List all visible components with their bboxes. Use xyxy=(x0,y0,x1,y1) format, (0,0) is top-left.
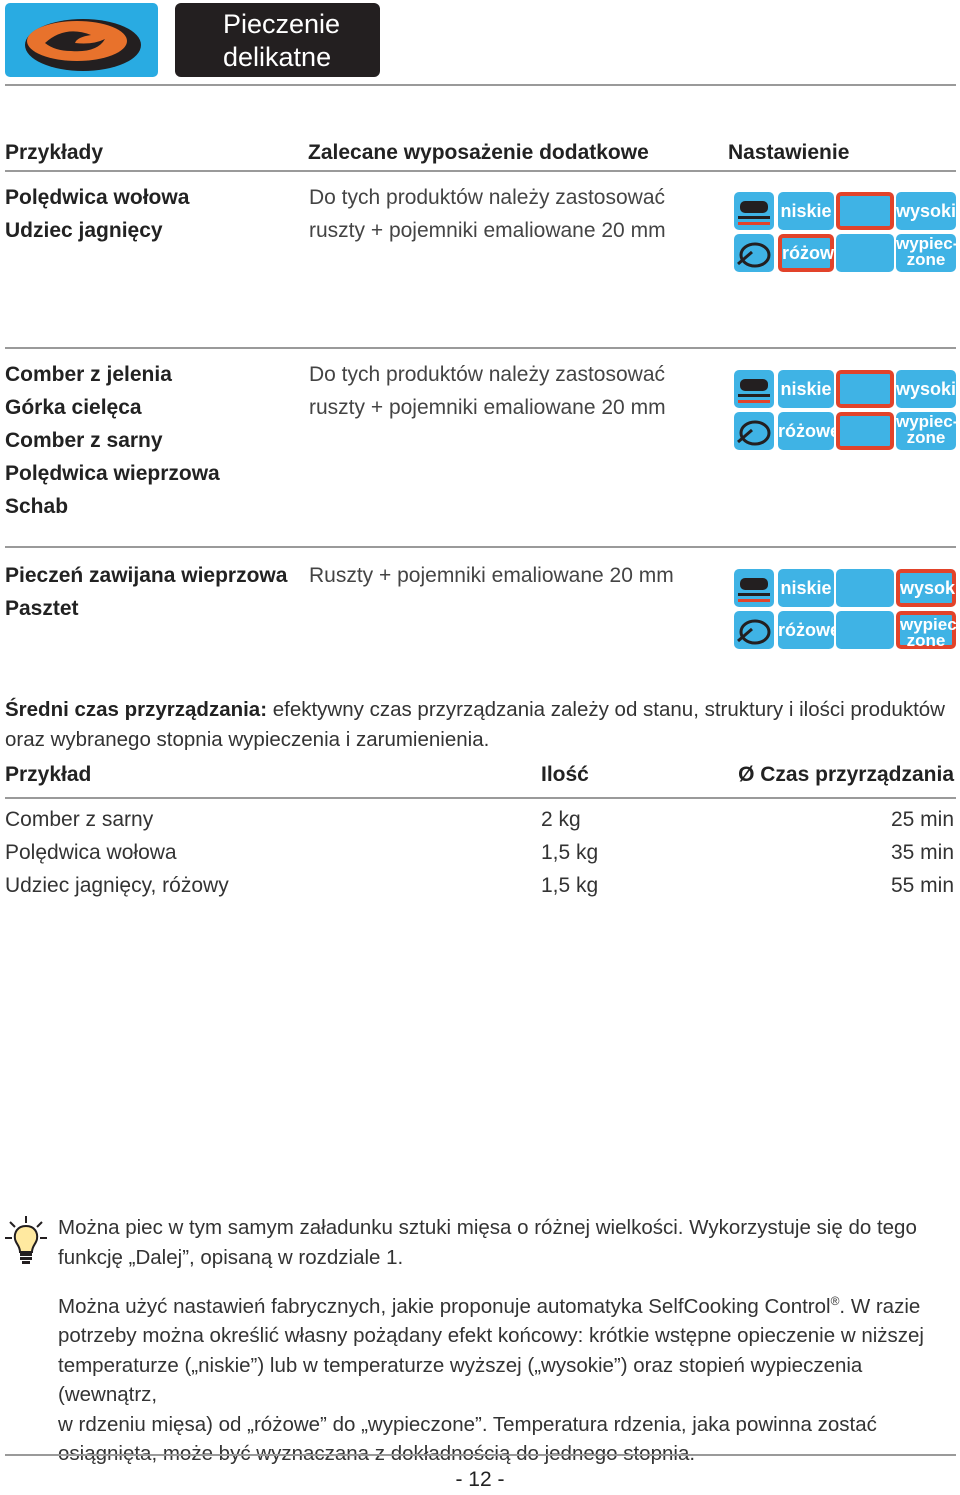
temp-low-cell: niskie xyxy=(778,192,834,230)
table-cell: 55 min xyxy=(890,874,954,897)
tip-line: Można piec w tym samym załadunku sztuki … xyxy=(58,1216,917,1239)
accessory-line: Do tych produktów należy zastosować xyxy=(309,186,666,209)
doneness-mid-cell xyxy=(836,234,894,272)
product-name: Polędwica wieprzowa xyxy=(5,462,220,485)
table-cell: Polędwica wołowa xyxy=(5,841,177,864)
table-cell: Udziec jagnięcy, różowy xyxy=(5,874,229,897)
note-line: w rdzeniu mięsa) od „różowe” do „wypiecz… xyxy=(58,1412,877,1436)
product-name: Pasztet xyxy=(5,597,79,620)
note-line: potrzeby można określić własny pożądany … xyxy=(58,1324,924,1348)
avg-time-paragraph: Średni czas przyrządzania: efektywny cza… xyxy=(5,695,955,755)
avg-time-text: efektywny czas przyrządzania zależy od s… xyxy=(267,698,945,721)
avg-time-text: oraz wybranego stopnia wypieczenia i zar… xyxy=(5,728,490,751)
temp-mid-cell xyxy=(836,569,894,607)
lightbulb-icon xyxy=(4,1214,48,1266)
oven-tray-icon xyxy=(734,192,774,230)
divider xyxy=(5,170,956,172)
divider xyxy=(5,546,956,548)
temp-high-cell: wysokie xyxy=(896,192,960,230)
product-name: Polędwica wołowa xyxy=(5,186,190,209)
accessory-line: ruszty + pojemniki emaliowane 20 mm xyxy=(309,396,666,419)
doneness-pink-cell: różowe xyxy=(778,412,840,450)
doneness-mid-cell xyxy=(836,611,894,649)
doneness-welldone-cell: wypiec-zone xyxy=(896,412,958,450)
note-line: Można użyć nastawień fabrycznych, jakie … xyxy=(58,1294,921,1318)
temp-high-cell: wysokie xyxy=(896,370,960,408)
note-line: osiągnięta, może być wyznaczana z dokład… xyxy=(58,1442,696,1466)
temp-mid-cell xyxy=(836,192,894,230)
oven-tray-icon xyxy=(734,370,774,408)
tip-line: funkcję „Dalej”, opisaną w rozdziale 1. xyxy=(58,1245,404,1269)
core-probe-icon xyxy=(734,234,774,272)
table-header-example: Przykład xyxy=(5,763,92,786)
table-header-amount: Ilość xyxy=(541,763,589,786)
setting-panel: niskie wysokie różowe wypiec-zone xyxy=(734,370,960,452)
setting-panel: niskie wysokie różowe wypiec-zone xyxy=(734,569,960,651)
temp-low-cell: niskie xyxy=(778,370,834,408)
divider xyxy=(5,1454,956,1456)
col-header-setting: Nastawienie xyxy=(728,141,850,164)
divider xyxy=(5,347,956,349)
table-header-time: Ø Czas przyrządzania xyxy=(738,763,954,786)
table-cell: 25 min xyxy=(890,808,954,831)
divider xyxy=(5,84,956,86)
row-products: Pieczeń zawijana wieprzowa Pasztet xyxy=(5,559,287,625)
temp-low-cell: niskie xyxy=(778,569,834,607)
divider xyxy=(5,797,956,799)
core-probe-icon xyxy=(734,412,774,450)
product-name: Pieczeń zawijana wieprzowa xyxy=(5,564,288,587)
row-accessories: Do tych produktów należy zastosować rusz… xyxy=(309,181,666,247)
accessory-line: Do tych produktów należy zastosować xyxy=(309,363,666,386)
table-cell: 1,5 kg xyxy=(541,874,599,897)
table-cell: 1,5 kg xyxy=(541,841,599,864)
oven-tray-icon xyxy=(734,569,774,607)
table-cell: 35 min xyxy=(890,841,954,864)
note-text: Można użyć nastawień fabrycznych, jakie … xyxy=(58,1287,953,1469)
product-name: Górka cielęca xyxy=(5,396,142,419)
row-products: Comber z jelenia Górka cielęca Comber z … xyxy=(5,358,220,523)
doneness-mid-cell xyxy=(836,412,894,450)
doneness-pink-cell: różowe xyxy=(778,611,840,649)
product-name: Comber z jelenia xyxy=(5,363,172,386)
temp-high-cell: wysokie xyxy=(896,569,960,607)
doneness-pink-cell: różowe xyxy=(778,234,844,272)
product-name: Comber z sarny xyxy=(5,429,163,452)
accessory-line: Ruszty + pojemniki emaliowane 20 mm xyxy=(309,564,674,587)
row-accessories: Ruszty + pojemniki emaliowane 20 mm xyxy=(309,559,674,592)
doneness-welldone-cell: wypiec-zone xyxy=(896,234,958,272)
core-probe-icon xyxy=(734,611,774,649)
row-products: Polędwica wołowa Udziec jagnięcy xyxy=(5,181,189,247)
page-number: - 12 - xyxy=(455,1468,505,1491)
table-cell: 2 kg xyxy=(541,808,581,831)
row-accessories: Do tych produktów należy zastosować rusz… xyxy=(309,358,666,424)
meat-logo-icon xyxy=(25,19,141,71)
doneness-welldone-cell: wypiec-zone xyxy=(896,611,960,649)
col-header-accessories: Zalecane wyposażenie dodatkowe xyxy=(308,141,649,164)
tip-text: Można piec w tym samym załadunku sztuki … xyxy=(58,1213,953,1272)
product-name: Schab xyxy=(5,495,69,518)
avg-time-label: Średni czas przyrządzania: xyxy=(5,698,268,721)
temp-mid-cell xyxy=(836,370,894,408)
accessory-line: ruszty + pojemniki emaliowane 20 mm xyxy=(309,219,666,242)
setting-panel: niskie wysokie różowe wypiec-zone xyxy=(734,192,960,274)
page-title: Pieczenie delikatne xyxy=(175,3,380,77)
product-name: Udziec jagnięcy xyxy=(5,219,163,242)
table-cell: Comber z sarny xyxy=(5,808,154,831)
col-header-examples: Przykłady xyxy=(5,141,104,164)
note-line: temperaturze („niskie”) lub w temperatur… xyxy=(58,1353,863,1407)
logo xyxy=(5,3,158,77)
